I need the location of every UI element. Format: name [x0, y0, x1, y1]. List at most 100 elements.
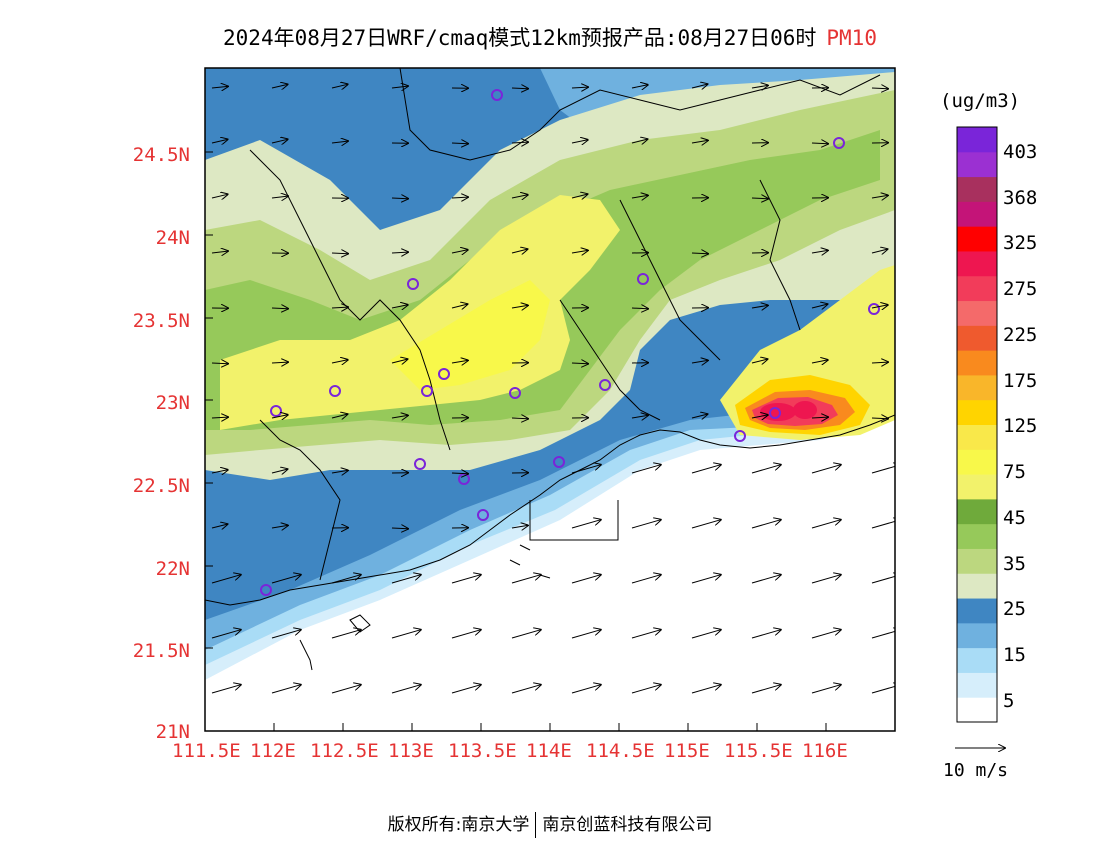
pm10-field [205, 68, 895, 731]
wind-arrow [511, 418, 528, 419]
colorbar-swatch [957, 449, 997, 475]
colorbar-swatch [957, 672, 997, 698]
colorbar-label: 25 [1003, 598, 1026, 620]
wind-arrow [511, 195, 528, 198]
city-marker [599, 379, 611, 391]
colorbar-label: 275 [1003, 278, 1038, 300]
wind-arrow [691, 84, 708, 88]
wind-arrow [391, 575, 421, 584]
wind-arrow [571, 520, 601, 529]
colorbar-swatch [957, 226, 997, 252]
wind-arrow [571, 363, 588, 364]
colorbar-frame [956, 126, 998, 723]
wind-arrow [211, 470, 228, 473]
wind-arrow [871, 630, 895, 639]
wind-arrow [811, 465, 841, 474]
wind-arrow [211, 685, 241, 694]
colorbar-swatch [957, 424, 997, 450]
wind-arrow [391, 305, 408, 308]
wind-arrow [871, 362, 888, 363]
colorbar-swatch [957, 127, 997, 153]
wind-arrow [871, 305, 888, 308]
wind-arrow [571, 575, 601, 584]
wind-arrow [811, 250, 828, 253]
wind-arrow [631, 465, 661, 474]
wind-arrow [871, 685, 895, 694]
colorbar-swatch [957, 151, 997, 178]
wind-arrow [211, 139, 228, 143]
wind-arrow [691, 253, 708, 254]
field-band-325-east-2 [793, 401, 817, 419]
colorbar-swatch [957, 176, 997, 202]
wind-arrow [751, 575, 781, 584]
offshore-islands [299, 544, 551, 671]
wind-arrow [211, 86, 228, 88]
wind-arrow [451, 197, 468, 198]
wind-arrow [331, 685, 361, 694]
colorbar-swatch [957, 523, 997, 549]
city-marker [769, 407, 781, 419]
colorbar-swatch [957, 498, 997, 525]
lat-label: 21.5N [132, 640, 190, 662]
wind-arrow [811, 304, 828, 308]
wind-arrow [271, 362, 288, 363]
wind-arrow [691, 140, 708, 143]
wind-arrow [211, 524, 228, 528]
wind-arrow [271, 575, 301, 584]
colorbar-swatch [957, 697, 997, 723]
colorbar-swatch [957, 374, 997, 401]
wind-arrow [451, 685, 481, 694]
colorbar-label: 15 [1003, 644, 1026, 666]
wind-arrow [871, 465, 895, 474]
wind-arrow [871, 88, 888, 89]
colorbar-label: 5 [1003, 690, 1015, 712]
wind-arrow [271, 139, 288, 143]
wind-arrow [811, 360, 828, 363]
wind-arrow [211, 575, 241, 584]
lon-label: 116E [802, 740, 848, 762]
wind-arrow [451, 360, 468, 363]
colorbar-swatch [957, 275, 997, 302]
axis-ticks [204, 151, 896, 732]
hong-kong-box [529, 500, 619, 541]
wind-arrow [811, 520, 841, 529]
wind-arrow [751, 465, 781, 474]
lon-label: 114.5E [586, 740, 655, 762]
lon-label: 113.5E [448, 740, 517, 762]
wind-arrow [571, 630, 601, 639]
wind-arrow [571, 465, 601, 474]
wind-vectors [211, 84, 895, 694]
wind-arrow [391, 359, 408, 363]
wind-arrow [271, 308, 288, 309]
colorbar-label: 45 [1003, 507, 1026, 529]
lat-label: 22N [155, 558, 190, 580]
wind-arrow [691, 465, 721, 474]
wind-arrow [451, 473, 468, 474]
colorbar-label: 35 [1003, 553, 1026, 575]
county-borders-west [249, 149, 451, 581]
pollutant-label: PM10 [826, 26, 877, 50]
wind-arrow [211, 194, 228, 198]
city-marker [421, 385, 433, 397]
colorbar-swatch [957, 250, 997, 277]
wind-arrow [331, 575, 361, 584]
colorbar-swatch [957, 300, 997, 326]
wind-arrow [811, 417, 828, 418]
wind-arrow [811, 143, 828, 144]
wind-arrow [871, 195, 888, 198]
province-border [399, 68, 881, 161]
city-marker [637, 273, 649, 285]
wind-arrow [631, 520, 661, 529]
wind-arrow [871, 418, 888, 419]
lon-label: 113E [388, 740, 434, 762]
wind-arrow [331, 470, 348, 473]
colorbar-label: 175 [1003, 370, 1038, 392]
colorbar-swatch [957, 573, 997, 599]
wind-arrow [511, 630, 541, 639]
wind-arrow [691, 414, 708, 418]
city-marker [553, 456, 565, 468]
wind-arrow [511, 249, 528, 253]
wind-arrow [571, 250, 588, 253]
wind-arrow [691, 575, 721, 584]
wind-arrow [691, 630, 721, 639]
